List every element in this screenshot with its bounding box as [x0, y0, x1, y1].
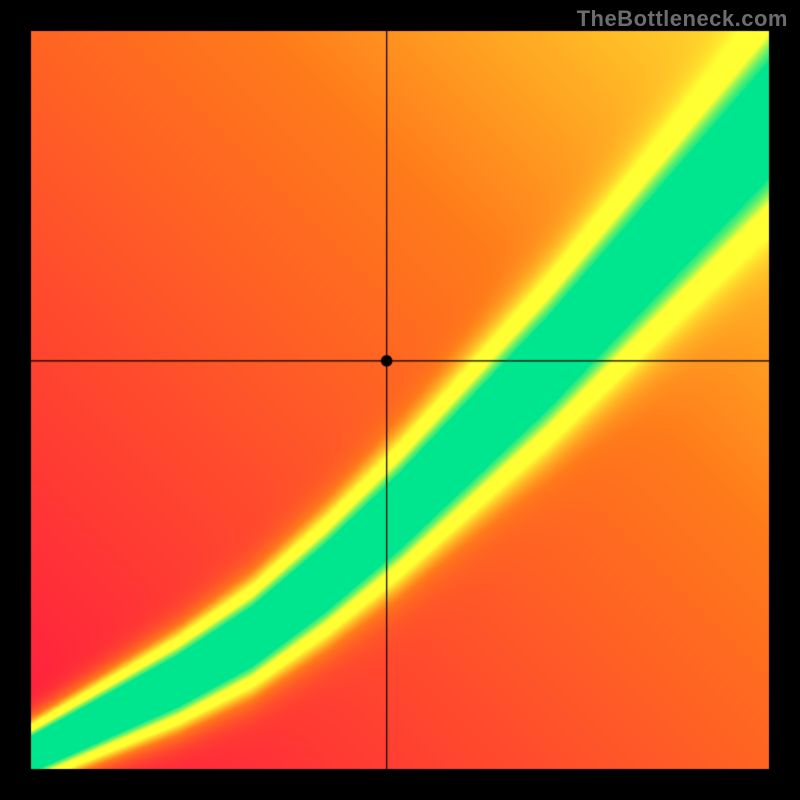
watermark-text: TheBottleneck.com: [577, 6, 788, 32]
chart-container: TheBottleneck.com: [0, 0, 800, 800]
bottleneck-heatmap: [0, 0, 800, 800]
